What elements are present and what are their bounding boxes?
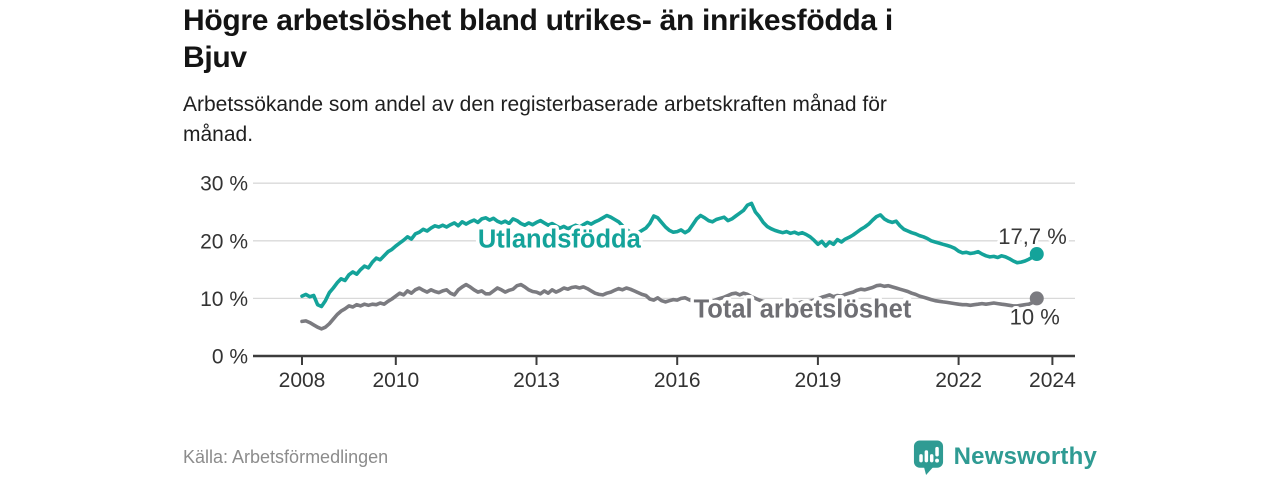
newsworthy-logo: Newsworthy	[912, 439, 1097, 476]
x-tick-label-2013: 2013	[513, 369, 560, 392]
source-note: Källa: Arbetsförmedlingen	[183, 446, 389, 467]
unemployment-line-chart: 2008 2010 2013 2016 2019 2022 2024 0 % 10 % 20 % 3…	[200, 173, 1076, 392]
newsworthy-bubble-chart-icon	[913, 440, 943, 475]
series-endpoint-total-arbetsl-shet	[1029, 291, 1044, 306]
x-tick-label-2010: 2010	[372, 369, 419, 392]
chart-title: Högre arbetslöshet bland utrikes- än inr…	[183, 2, 1123, 76]
chart-title-line2: Bjuv	[183, 41, 247, 74]
series-line-utlandsf-dda	[300, 201, 1039, 309]
y-tick-label-0: 0 %	[212, 346, 248, 369]
y-tick-label-30: 30 %	[200, 173, 248, 196]
x-tick-label-2016: 2016	[654, 369, 701, 392]
newsworthy-wordmark: Newsworthy	[953, 443, 1097, 470]
chart-subtitle-line1: Arbetssökande som andel av den registerb…	[183, 93, 887, 116]
end-value-label-utlandsf-dda: 17,7 %	[998, 224, 1067, 249]
x-tick-label-2022: 2022	[935, 369, 982, 392]
chart-footer: Källa: Arbetsförmedlingen Newsworthy	[183, 436, 1097, 478]
x-tick-label-2019: 2019	[795, 369, 842, 392]
chart-title-line1: Högre arbetslöshet bland utrikes- än inr…	[183, 4, 893, 37]
end-value-label-total-arbetsl-shet: 10 %	[1010, 304, 1060, 329]
series-endpoint-utlandsf-dda	[1029, 247, 1044, 262]
chart-subtitle-line2: månad.	[183, 123, 254, 146]
x-tick-label-2024: 2024	[1029, 369, 1076, 392]
y-tick-label-10: 10 %	[200, 288, 248, 311]
y-tick-label-20: 20 %	[200, 230, 248, 253]
series-label-total-arbetsl-shet: Total arbetslöshet	[694, 295, 912, 323]
series-label-utlandsf-dda: Utlandsfödda	[478, 226, 642, 254]
chart-subtitle: Arbetssökande som andel av den registerb…	[183, 90, 1083, 150]
x-tick-label-2008: 2008	[279, 369, 326, 392]
series-line-total-arbetsl-shet	[300, 282, 1039, 331]
